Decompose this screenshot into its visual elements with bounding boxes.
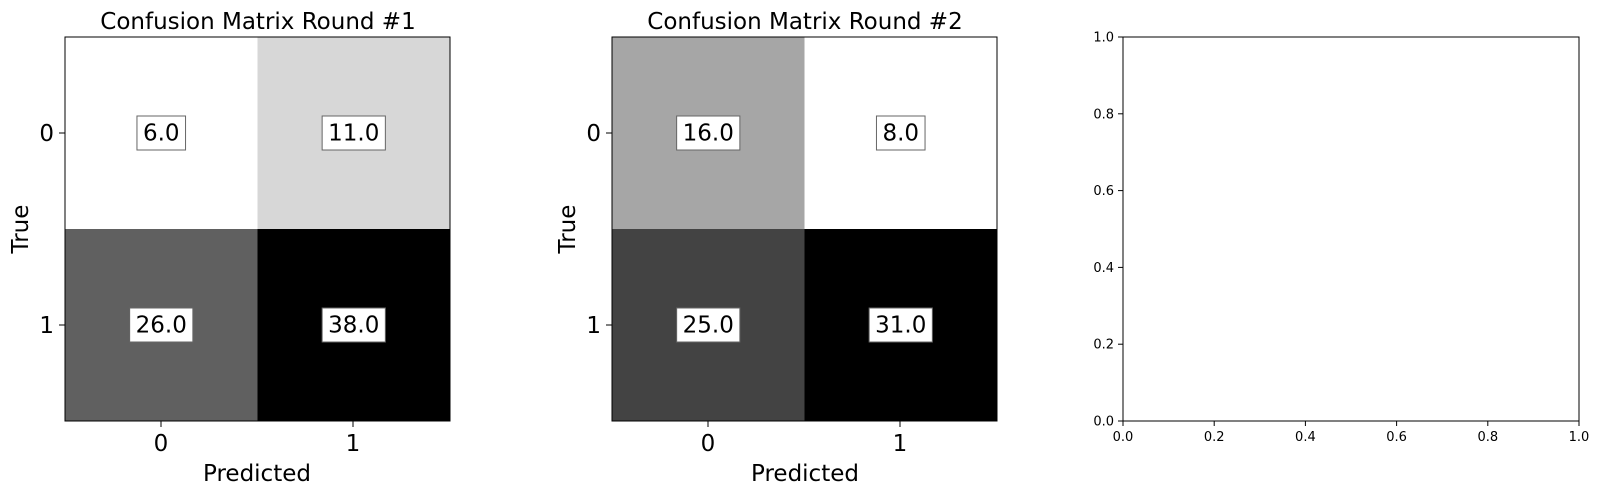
chart-1-value-labels: 6.0 11.0 26.0 38.0 [129, 115, 386, 343]
confusion-matrix-round-2-panel: Confusion Matrix Round #2 16.0 8.0 25.0 31.… [555, 9, 998, 487]
chart-2-cells [612, 37, 997, 421]
chart-2-y-tick-label-1: 1 [586, 313, 601, 339]
chart-2-value-label-1-1: 31.0 [875, 313, 926, 339]
chart-1-x-tick-label-1: 1 [346, 431, 361, 457]
chart-3-x-tick-label-0: 0.0 [1113, 430, 1134, 445]
chart-3-x-tick-label-2: 0.4 [1295, 430, 1316, 445]
chart-1-frame [64, 36, 451, 422]
chart-3-y-tick-label-3: 0.6 [1093, 184, 1114, 199]
chart-1-value-label-box-1-0 [129, 307, 194, 343]
chart-2-value-label-0-0: 16.0 [683, 121, 734, 147]
chart-2-value-label-box-1-0 [676, 307, 741, 343]
chart-3-frame [1122, 36, 1580, 422]
chart-3-x-tick-label-4: 0.8 [1477, 430, 1498, 445]
chart-2-value-label-box-0-1 [875, 115, 926, 151]
chart-1-value-label-1-1: 38.0 [328, 313, 379, 339]
chart-3-y-tick-label-1: 0.2 [1093, 338, 1114, 353]
chart-2-y-axis-label: True [555, 205, 581, 255]
chart-1-y-axis-label: True [8, 205, 34, 255]
chart-2-title: Confusion Matrix Round #2 [647, 9, 962, 35]
chart-2-x-axis-label: Predicted [751, 461, 859, 487]
chart-2-x-tick-label-1: 1 [893, 431, 908, 457]
chart-1-value-label-0-0: 6.0 [143, 121, 180, 147]
chart-1-y-tick-label-1: 1 [39, 313, 54, 339]
chart-3-x-tick-label-5: 1.0 [1569, 430, 1590, 445]
chart-2-y-tick-label-0: 0 [586, 121, 601, 147]
chart-3-x-tick-label-1: 0.2 [1204, 430, 1225, 445]
chart-1-value-label-box-0-0 [136, 115, 187, 151]
chart-3-x-tick-label-3: 0.6 [1386, 430, 1407, 445]
chart-2-value-label-box-1-1 [868, 307, 933, 343]
chart-1-title: Confusion Matrix Round #1 [100, 9, 415, 35]
chart-1-cells [65, 37, 450, 421]
chart-3-y-tick-label-0: 0.0 [1093, 415, 1114, 430]
chart-1-x-tick-label-0: 0 [154, 431, 169, 457]
chart-2-frame [611, 36, 998, 422]
chart-2-value-label-1-0: 25.0 [683, 313, 734, 339]
chart-2-value-labels: 16.0 8.0 25.0 31.0 [676, 115, 933, 343]
chart-3-y-tick-label-5: 1.0 [1093, 31, 1114, 46]
chart-2-x-tick-label-0: 0 [701, 431, 716, 457]
chart-1-x-axis-label: Predicted [203, 461, 311, 487]
chart-1-value-label-1-0: 26.0 [136, 313, 187, 339]
chart-3-y-tick-label-4: 0.8 [1093, 107, 1114, 122]
confusion-matrix-round-1-panel: Confusion Matrix Round #1 6.0 11.0 26.0 38.… [8, 9, 451, 487]
chart-1-y-tick-label-0: 0 [39, 121, 54, 147]
chart-1-value-label-box-0-1 [321, 115, 386, 151]
chart-2-value-label-box-0-0 [676, 115, 741, 151]
empty-axes-panel: 0.0 0.2 0.4 0.6 0.8 1.0 0.0 0.2 0.4 0.6 … [1093, 31, 1589, 446]
chart-2-value-label-0-1: 8.0 [882, 121, 919, 147]
chart-1-value-label-0-1: 11.0 [328, 121, 379, 147]
chart-3-y-tick-label-2: 0.4 [1093, 261, 1114, 276]
chart-1-value-label-box-1-1 [321, 307, 386, 343]
